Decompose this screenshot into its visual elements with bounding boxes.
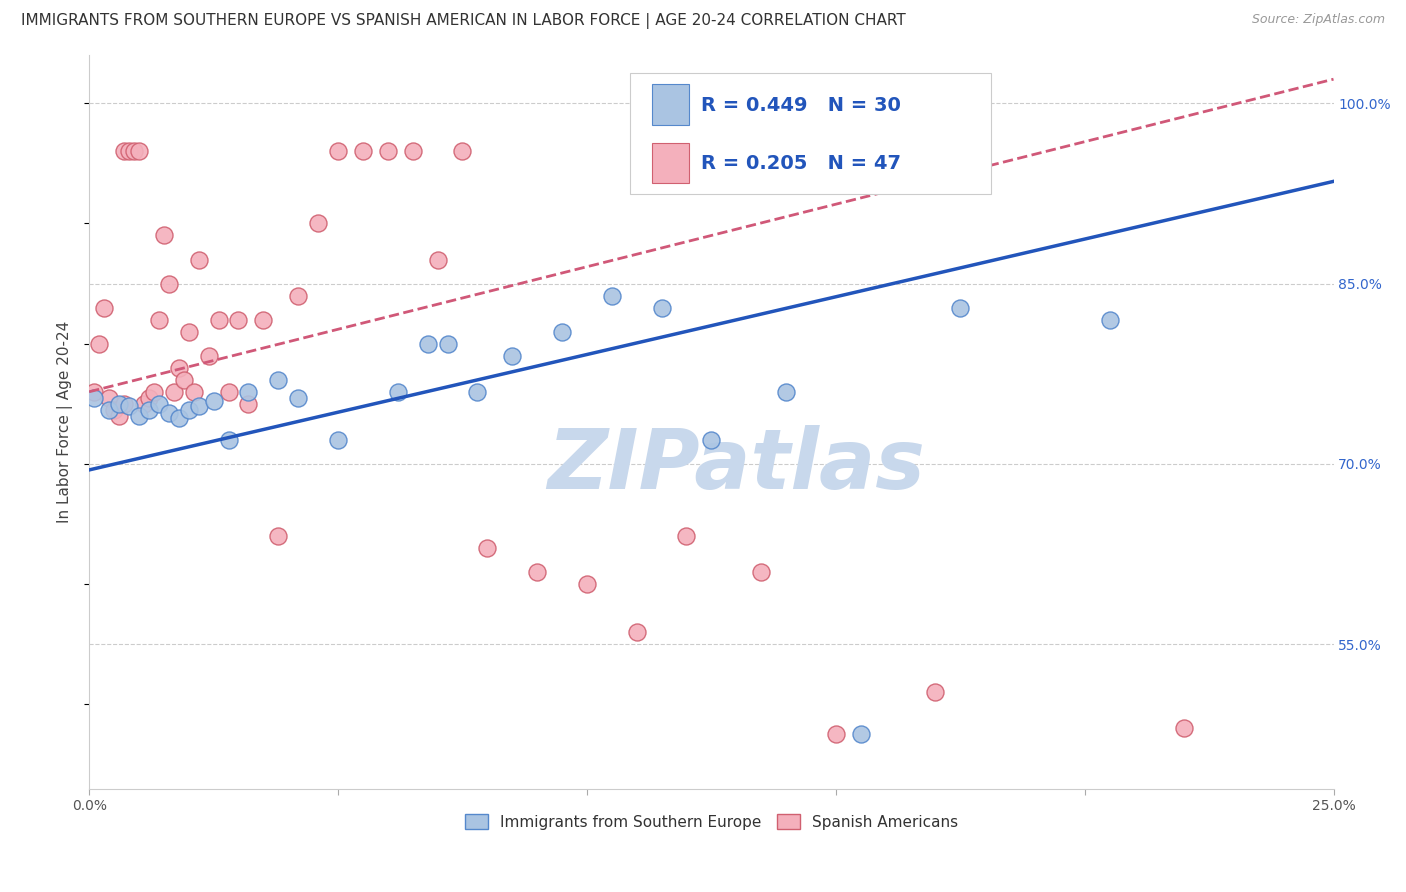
Point bbox=[142, 384, 165, 399]
Point bbox=[218, 384, 240, 399]
Point bbox=[651, 301, 673, 315]
Point bbox=[228, 312, 250, 326]
Point bbox=[501, 349, 523, 363]
Point bbox=[949, 301, 972, 315]
Point bbox=[287, 288, 309, 302]
Point bbox=[138, 402, 160, 417]
Point bbox=[93, 301, 115, 315]
Point bbox=[238, 384, 260, 399]
Point bbox=[575, 577, 598, 591]
Point bbox=[118, 145, 141, 159]
Point bbox=[287, 391, 309, 405]
Point bbox=[377, 145, 399, 159]
Point bbox=[153, 228, 176, 243]
Point bbox=[187, 399, 209, 413]
Point bbox=[1098, 312, 1121, 326]
Point bbox=[267, 373, 290, 387]
Point bbox=[426, 252, 449, 267]
Point bbox=[551, 325, 574, 339]
Point bbox=[128, 145, 150, 159]
Point bbox=[197, 349, 219, 363]
Point bbox=[83, 391, 105, 405]
Point bbox=[177, 402, 200, 417]
Point bbox=[167, 411, 190, 425]
Point bbox=[138, 391, 160, 405]
Point bbox=[128, 409, 150, 423]
Point bbox=[202, 394, 225, 409]
Point bbox=[207, 312, 229, 326]
Point bbox=[451, 145, 474, 159]
Point bbox=[238, 397, 260, 411]
Point bbox=[103, 402, 125, 417]
Point bbox=[600, 288, 623, 302]
Point bbox=[163, 384, 186, 399]
Point bbox=[83, 384, 105, 399]
Point bbox=[252, 312, 274, 326]
Point bbox=[924, 685, 946, 699]
Point bbox=[326, 145, 349, 159]
FancyBboxPatch shape bbox=[651, 85, 689, 125]
Point bbox=[307, 217, 329, 231]
Point bbox=[416, 336, 439, 351]
Y-axis label: In Labor Force | Age 20-24: In Labor Force | Age 20-24 bbox=[58, 321, 73, 523]
Legend: Immigrants from Southern Europe, Spanish Americans: Immigrants from Southern Europe, Spanish… bbox=[458, 807, 965, 836]
Point bbox=[267, 529, 290, 543]
Point bbox=[387, 384, 409, 399]
Point bbox=[183, 384, 205, 399]
Point bbox=[626, 625, 648, 640]
Point bbox=[148, 312, 170, 326]
Point bbox=[326, 433, 349, 447]
Point bbox=[167, 360, 190, 375]
Point bbox=[477, 541, 499, 555]
Point bbox=[187, 252, 209, 267]
Point bbox=[157, 406, 180, 420]
Point bbox=[98, 391, 121, 405]
Point bbox=[436, 336, 458, 351]
Point bbox=[402, 145, 425, 159]
Text: ZIPatlas: ZIPatlas bbox=[547, 425, 925, 507]
Point bbox=[675, 529, 697, 543]
Point bbox=[87, 336, 110, 351]
Point bbox=[177, 325, 200, 339]
Point bbox=[352, 145, 374, 159]
Text: R = 0.449   N = 30: R = 0.449 N = 30 bbox=[702, 95, 901, 114]
Point bbox=[775, 384, 797, 399]
Point bbox=[108, 409, 131, 423]
Text: Source: ZipAtlas.com: Source: ZipAtlas.com bbox=[1251, 13, 1385, 27]
Point bbox=[1173, 722, 1195, 736]
Point bbox=[218, 433, 240, 447]
Point bbox=[467, 384, 489, 399]
Point bbox=[700, 433, 723, 447]
Point bbox=[824, 727, 846, 741]
Point bbox=[112, 145, 135, 159]
Text: IMMIGRANTS FROM SOUTHERN EUROPE VS SPANISH AMERICAN IN LABOR FORCE | AGE 20-24 C: IMMIGRANTS FROM SOUTHERN EUROPE VS SPANI… bbox=[21, 13, 905, 29]
Point bbox=[849, 727, 872, 741]
Point bbox=[112, 397, 135, 411]
Point bbox=[132, 397, 155, 411]
Point bbox=[98, 402, 121, 417]
Point bbox=[157, 277, 180, 291]
Point bbox=[173, 373, 195, 387]
Point bbox=[118, 399, 141, 413]
Point bbox=[148, 397, 170, 411]
Point bbox=[122, 145, 145, 159]
Point bbox=[749, 565, 772, 579]
Point bbox=[108, 397, 131, 411]
Point bbox=[526, 565, 548, 579]
FancyBboxPatch shape bbox=[630, 73, 991, 194]
FancyBboxPatch shape bbox=[651, 143, 689, 184]
Text: R = 0.205   N = 47: R = 0.205 N = 47 bbox=[702, 154, 901, 173]
